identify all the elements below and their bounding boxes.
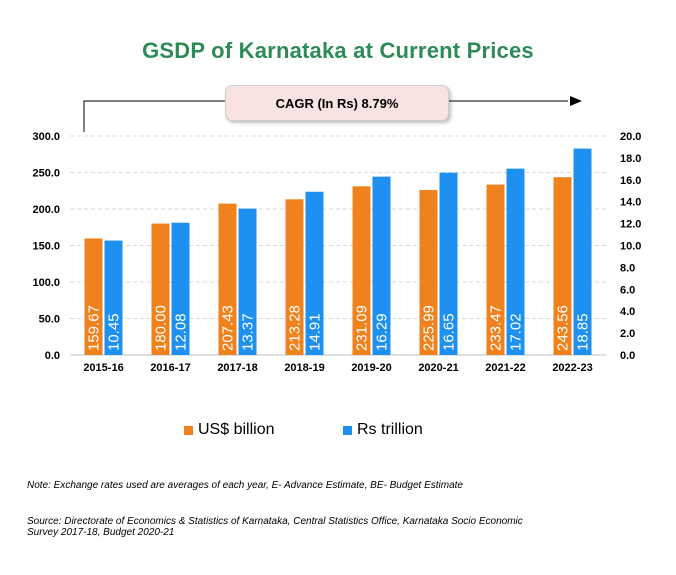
- y-left-tick-label: 100.0: [32, 277, 60, 289]
- x-tick-label: 2015-16: [83, 362, 123, 374]
- y-left-tick-label: 200.0: [32, 204, 60, 216]
- y-right-tick-label: 16.0: [620, 175, 641, 187]
- bar-usd: [84, 238, 103, 355]
- y-right-tick-label: 14.0: [620, 197, 641, 209]
- x-tick-label: 2017-18: [217, 362, 257, 374]
- data-label-usd: 243.56: [555, 305, 572, 351]
- x-tick-label: 2021-22: [485, 362, 525, 374]
- y-left-tick-label: 50.0: [39, 314, 60, 326]
- cagr-arrowhead: [570, 96, 582, 106]
- legend-label-usd: US$ billion: [198, 421, 275, 438]
- y-right-tick-label: 8.0: [620, 262, 635, 274]
- bar-rs: [439, 172, 458, 355]
- y-left-tick-label: 150.0: [32, 241, 60, 253]
- data-label-rs: 14.91: [307, 313, 324, 351]
- data-label-rs: 17.02: [508, 313, 525, 351]
- y-right-tick-label: 4.0: [620, 306, 635, 318]
- bar-rs: [305, 191, 324, 355]
- bar-rs: [573, 148, 592, 355]
- bar-usd: [419, 190, 438, 355]
- y-left-tick-label: 250.0: [32, 168, 60, 180]
- data-label-usd: 231.09: [354, 305, 371, 351]
- bar-usd: [486, 184, 505, 355]
- y-right-tick-label: 18.0: [620, 153, 641, 165]
- bar-usd: [151, 223, 170, 355]
- data-label-rs: 16.29: [374, 313, 391, 351]
- chart-title: GSDP of Karnataka at Current Prices: [142, 38, 534, 63]
- bar-rs: [506, 168, 525, 355]
- cagr-annotation: CAGR (In Rs) 8.79%: [225, 85, 449, 121]
- data-label-rs: 16.65: [441, 313, 458, 351]
- bar-rs: [171, 222, 190, 355]
- x-tick-label: 2022-23: [552, 362, 592, 374]
- x-tick-label: 2019-20: [351, 362, 391, 374]
- bar-rs: [238, 208, 257, 355]
- y-right-tick-label: 0.0: [620, 350, 635, 362]
- data-label-usd: 159.67: [86, 305, 103, 351]
- bar-chart: 0.0 50.0 100.0 150.0 200.0 250.0 300.0 0.0 2.0 4.…: [32, 96, 641, 374]
- data-label-usd: 225.99: [421, 305, 438, 351]
- legend-swatch-usd: [184, 425, 193, 435]
- bar-usd: [553, 177, 572, 355]
- y-right-tick-label: 12.0: [620, 219, 641, 231]
- y-right-tick-label: 2.0: [620, 328, 635, 340]
- chart-note: Note: Exchange rates used are averages o…: [27, 480, 463, 491]
- y-left-tick-label: 300.0: [32, 131, 60, 143]
- y-left-tick-label: 0.0: [45, 350, 60, 362]
- x-tick-label: 2020-21: [418, 362, 458, 374]
- data-label-rs: 13.37: [240, 313, 257, 351]
- y-right-tick-label: 20.0: [620, 131, 641, 143]
- data-label-rs: 10.45: [106, 313, 123, 351]
- legend-item-rs: Rs trillion: [343, 421, 423, 439]
- bar-usd: [352, 186, 371, 355]
- legend-item-usd: US$ billion: [184, 421, 274, 439]
- data-label-usd: 180.00: [153, 305, 170, 351]
- chart-source: Source: Directorate of Economics & Stati…: [27, 516, 523, 538]
- data-label-rs: 12.08: [173, 313, 190, 351]
- bar-usd: [285, 199, 304, 355]
- chart-legend: US$ billion Rs trillion: [0, 421, 676, 441]
- bar-usd: [218, 203, 237, 355]
- data-label-usd: 213.28: [287, 305, 304, 351]
- y-right-tick-label: 6.0: [620, 284, 635, 296]
- bar-rs: [104, 240, 123, 355]
- y-right-tick-label: 10.0: [620, 241, 641, 253]
- legend-label-rs: Rs trillion: [357, 421, 423, 438]
- data-label-usd: 207.43: [220, 305, 237, 351]
- x-tick-label: 2018-19: [284, 362, 324, 374]
- legend-swatch-rs: [343, 425, 352, 435]
- data-label-usd: 233.47: [488, 305, 505, 351]
- x-tick-label: 2016-17: [150, 362, 190, 374]
- data-label-rs: 18.85: [575, 313, 592, 351]
- bar-rs: [372, 176, 391, 355]
